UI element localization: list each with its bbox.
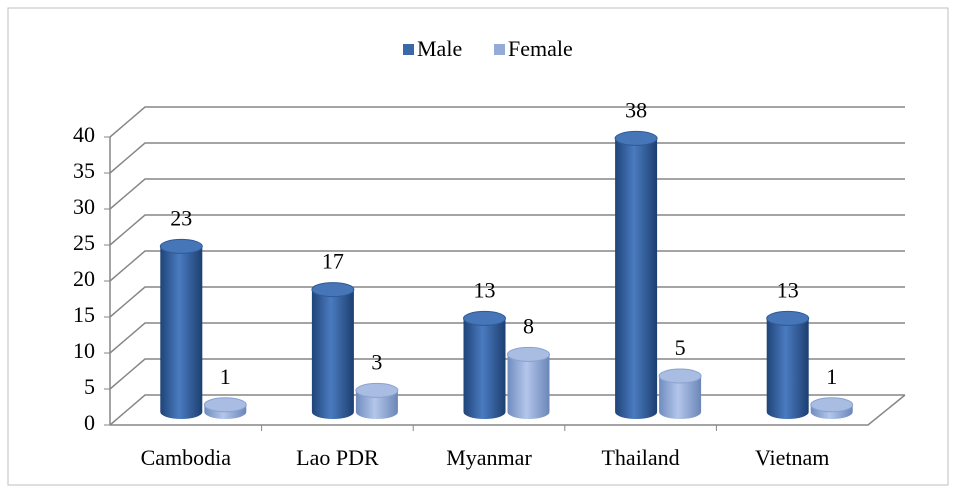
bar-top — [463, 310, 506, 326]
bar — [659, 376, 702, 420]
data-label: 1 — [220, 364, 231, 389]
x-tick-label: Myanmar — [446, 445, 532, 470]
legend-swatch — [403, 44, 414, 55]
y-tick-label: 0 — [84, 410, 95, 435]
y-tick-label: 30 — [73, 194, 95, 219]
x-tick-label: Cambodia — [141, 445, 232, 470]
bar — [355, 390, 398, 420]
data-label: 5 — [675, 335, 686, 360]
y-tick-label: 15 — [73, 302, 95, 327]
x-tick-label: Lao PDR — [296, 445, 379, 470]
legend-label: Female — [508, 36, 573, 61]
bar-top — [355, 382, 399, 398]
data-label: 1 — [826, 364, 837, 389]
x-tick-label: Vietnam — [755, 445, 829, 470]
y-tick-label: 5 — [84, 374, 95, 399]
floor — [110, 394, 906, 426]
bar — [160, 246, 203, 419]
data-label: 13 — [474, 277, 496, 302]
legend-swatch — [494, 44, 505, 55]
bar — [463, 318, 506, 420]
bar-top — [658, 368, 702, 384]
bar-top — [159, 238, 203, 254]
bar-top — [614, 130, 658, 146]
data-label: 8 — [523, 313, 534, 338]
bar-top — [766, 310, 810, 326]
x-tick-label: Thailand — [601, 445, 679, 470]
data-label: 13 — [777, 277, 799, 302]
y-tick-label: 25 — [73, 230, 95, 255]
y-tick-label: 20 — [73, 266, 95, 291]
y-tick-label: 10 — [73, 338, 95, 363]
bar-top — [203, 397, 247, 413]
data-label: 17 — [322, 249, 344, 274]
legend-label: Male — [417, 36, 462, 61]
data-label: 3 — [371, 349, 382, 374]
bar — [507, 354, 550, 420]
bar — [766, 318, 809, 420]
grid-line — [109, 106, 905, 138]
bar — [615, 138, 658, 420]
data-label: 23 — [170, 205, 192, 230]
y-tick-label: 35 — [73, 158, 95, 183]
bar — [311, 289, 354, 420]
bar-top — [311, 282, 355, 298]
bar-top — [507, 346, 550, 362]
data-label: 38 — [625, 97, 647, 122]
bar-top — [810, 397, 854, 413]
y-tick-label: 40 — [73, 122, 95, 147]
